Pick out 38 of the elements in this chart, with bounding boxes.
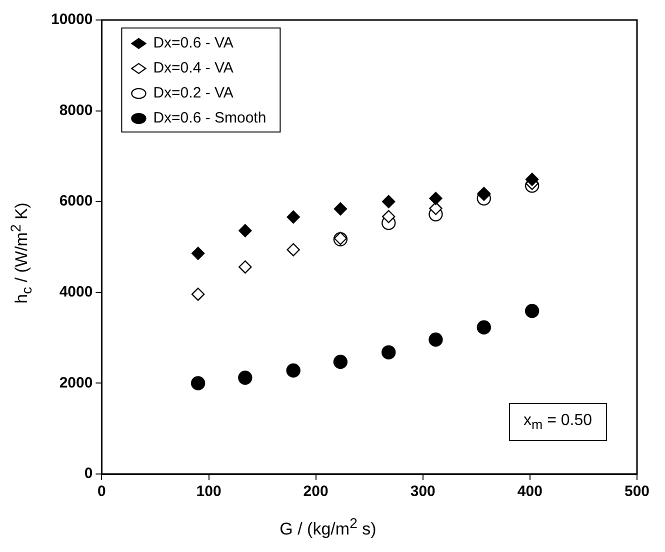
point (524, 304, 540, 318)
point (525, 172, 539, 186)
point (334, 202, 348, 216)
point (191, 246, 205, 260)
annotation: x$_{m}$ = 0.50 (508, 403, 607, 442)
point (190, 376, 206, 390)
legend-label: Dx=0.6 - VA (153, 34, 234, 52)
point (238, 260, 252, 274)
legend-label: Dx=0.6 - Smooth (153, 110, 266, 127)
point (238, 224, 252, 238)
point (428, 332, 443, 347)
x-tick-label: 500 (624, 483, 650, 500)
y-tick-label: 2000 (59, 374, 93, 392)
point (286, 363, 300, 378)
point (382, 345, 396, 360)
y-tick-label: 8000 (59, 102, 93, 119)
point (429, 192, 442, 206)
y-tick-label: 0 (84, 465, 93, 482)
point (238, 370, 252, 385)
point (429, 202, 442, 216)
x-tick-label: 400 (517, 483, 542, 500)
y-tick-label: 10000 (50, 11, 93, 28)
point (382, 195, 396, 208)
point (476, 320, 492, 334)
point (286, 243, 300, 256)
y-tick-label: 4000 (59, 284, 93, 301)
point (286, 210, 300, 224)
x-axis-title: G / (kg/m$^{2}$ s) (280, 516, 376, 540)
x-tick-label: 100 (196, 483, 222, 500)
y-tick-label: 6000 (59, 192, 93, 210)
x-tick-label: 300 (410, 483, 436, 500)
legend-label: Dx=0.4 - VA (153, 60, 234, 77)
point (191, 288, 205, 301)
point (382, 210, 396, 224)
legend-label: Dx=0.2 - VA (153, 84, 234, 102)
x-tick-label: 0 (98, 483, 106, 500)
point (333, 354, 348, 369)
x-tick-label: 200 (303, 483, 328, 500)
